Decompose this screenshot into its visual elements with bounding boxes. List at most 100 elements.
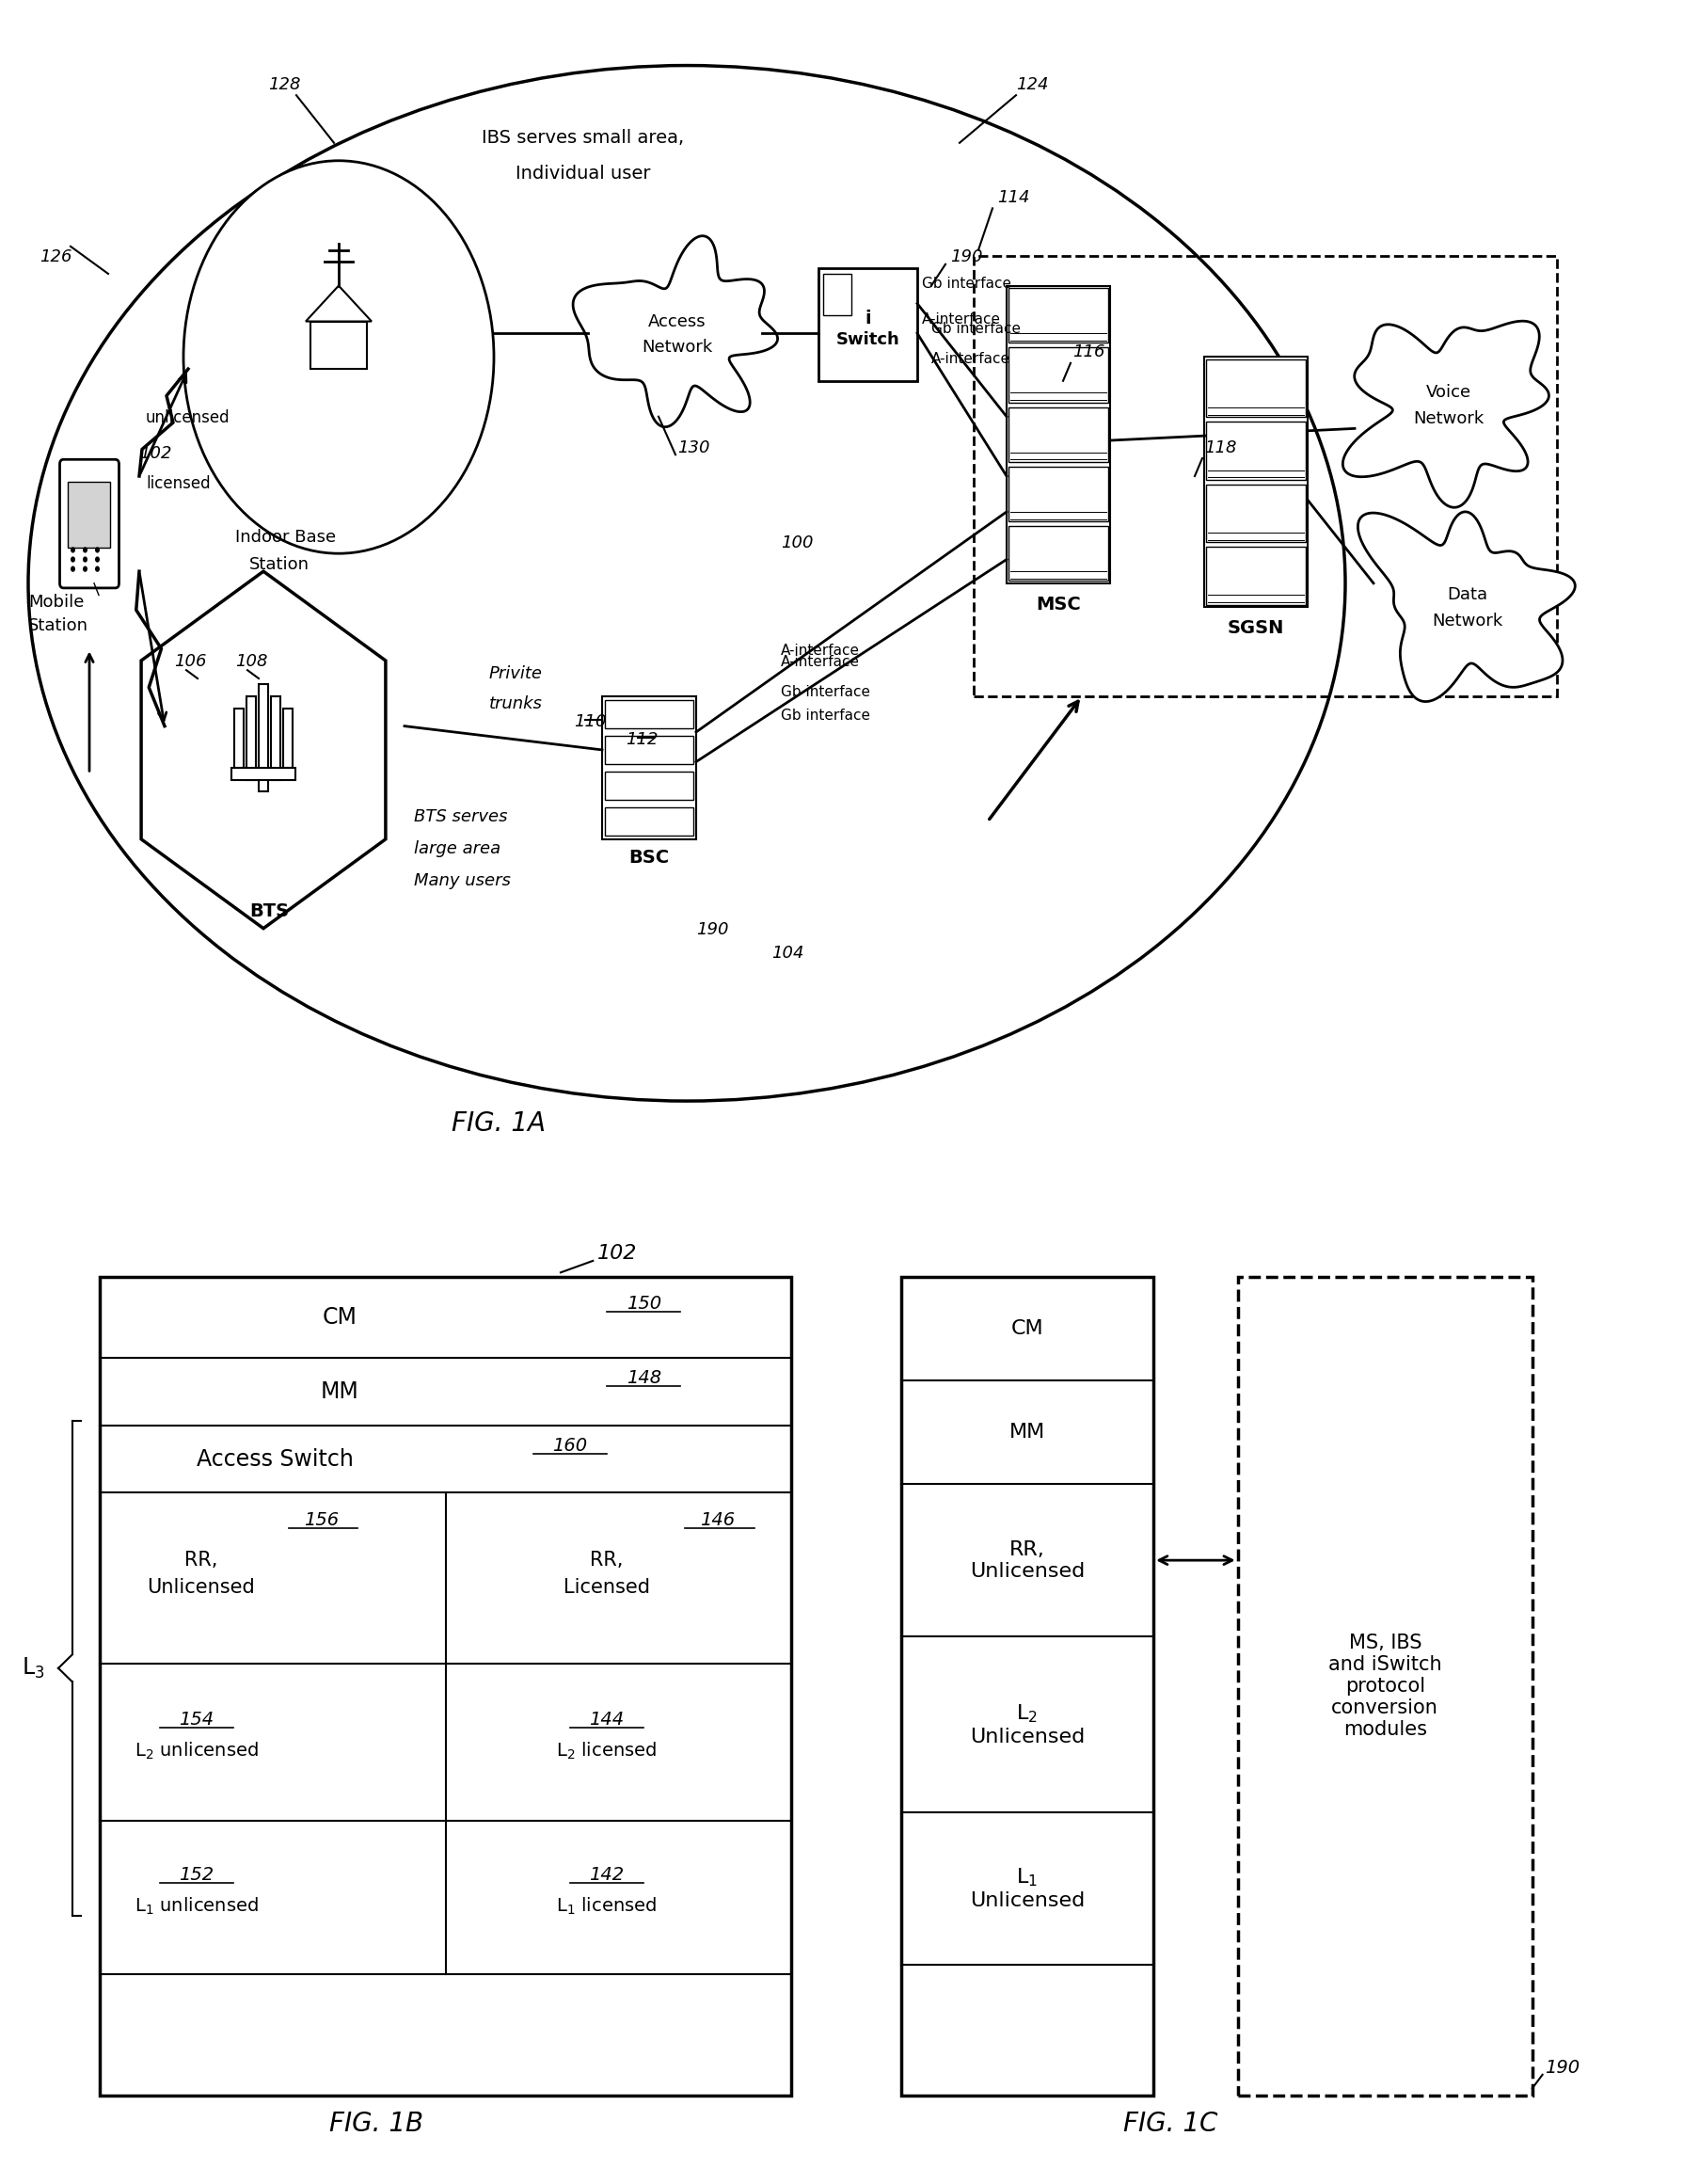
Bar [1205,485,1304,542]
Text: 106: 106 [173,653,207,670]
Text: RR,: RR, [185,1551,217,1570]
Text: BTS: BTS [249,902,289,919]
Text: Mobile: Mobile [29,594,84,612]
Bar [259,684,268,791]
Bar [604,699,693,729]
Bar [603,697,695,839]
Text: 154: 154 [178,1710,214,1730]
Text: 102: 102 [140,446,172,463]
Bar [271,697,279,780]
Bar [1008,467,1107,522]
Text: 160: 160 [552,1437,587,1455]
Bar [1006,286,1109,583]
Text: 104: 104 [771,946,803,961]
Bar [310,321,367,369]
Text: Access Switch: Access Switch [197,1448,353,1470]
Text: 126: 126 [39,249,72,266]
Circle shape [71,546,76,553]
Text: 116: 116 [1072,343,1104,360]
Text: L$_2$ licensed: L$_2$ licensed [555,1741,656,1762]
Text: 142: 142 [589,1865,624,1885]
Text: CM: CM [1010,1319,1043,1339]
Polygon shape [141,572,385,928]
Text: A-interface: A-interface [921,312,1000,328]
Text: large area: large area [414,841,500,856]
Text: 148: 148 [626,1369,661,1387]
Text: L$_1$
Unlicensed: L$_1$ Unlicensed [969,1867,1084,1911]
Text: IBS serves small area,: IBS serves small area, [481,129,683,146]
Bar [283,708,293,769]
Text: Network: Network [1412,411,1483,428]
Polygon shape [1356,511,1574,701]
Text: Unlicensed: Unlicensed [146,1577,256,1597]
Circle shape [71,566,76,572]
Circle shape [94,557,99,563]
Text: L$_2$
Unlicensed: L$_2$ Unlicensed [969,1701,1084,1747]
Text: MM: MM [1008,1422,1045,1441]
Bar [99,1278,791,2094]
Text: 100: 100 [781,535,813,550]
Bar [1008,406,1107,461]
Bar [1205,422,1304,480]
Text: SGSN: SGSN [1227,618,1284,638]
Text: 124: 124 [1015,76,1049,94]
Text: BTS serves: BTS serves [414,808,507,826]
Text: 110: 110 [574,712,606,729]
Bar [69,483,111,548]
Text: A-interface: A-interface [781,655,860,668]
Text: 190: 190 [695,922,729,939]
Text: 152: 152 [178,1865,214,1885]
Text: Network: Network [1431,614,1503,629]
Text: Privite: Privite [490,666,542,681]
Text: Gb interface: Gb interface [931,321,1020,336]
Circle shape [82,557,88,563]
Bar [900,1278,1153,2094]
Text: 190: 190 [949,249,983,266]
Text: BSC: BSC [628,850,670,867]
Polygon shape [572,236,778,426]
Text: 190: 190 [1545,2060,1579,2077]
Bar [604,771,693,799]
Text: Many users: Many users [414,871,510,889]
Text: L$_2$ unlicensed: L$_2$ unlicensed [135,1741,259,1762]
Text: 156: 156 [303,1511,338,1529]
Text: L$_1$ licensed: L$_1$ licensed [555,1896,656,1918]
Bar [973,256,1557,697]
Text: Station: Station [249,555,310,572]
Text: Individual user: Individual user [515,164,650,181]
Bar [1203,356,1308,607]
Text: FIG. 1C: FIG. 1C [1123,2110,1217,2136]
Text: A-interface: A-interface [931,352,1010,367]
Text: 108: 108 [236,653,268,670]
Text: trunks: trunks [490,695,542,712]
Text: Network: Network [641,339,712,356]
Text: Licensed: Licensed [564,1577,650,1597]
Polygon shape [306,286,372,321]
Text: MM: MM [320,1380,358,1402]
Circle shape [82,566,88,572]
Bar [231,769,295,780]
Text: CM: CM [321,1306,357,1328]
Circle shape [82,546,88,553]
Circle shape [94,566,99,572]
Bar [823,273,852,314]
Text: FIG. 1B: FIG. 1B [330,2110,422,2136]
Text: i: i [865,310,870,328]
Text: Switch: Switch [835,332,899,347]
Text: Gb interface: Gb interface [921,277,1011,290]
Bar [604,736,693,764]
Text: MSC: MSC [1035,596,1080,614]
Bar [1205,546,1304,605]
Text: A-interface: A-interface [781,644,860,657]
Text: Access: Access [648,312,705,330]
Text: 144: 144 [589,1710,624,1730]
Polygon shape [1341,321,1548,507]
Bar [234,708,244,769]
Bar [1205,360,1304,417]
Text: MS, IBS
and iSwitch
protocol
conversion
modules: MS, IBS and iSwitch protocol conversion … [1328,1634,1441,1738]
FancyBboxPatch shape [59,459,119,587]
Text: Station: Station [29,618,89,636]
Text: 130: 130 [677,439,710,456]
Text: Voice: Voice [1426,384,1471,402]
Bar [818,269,917,380]
